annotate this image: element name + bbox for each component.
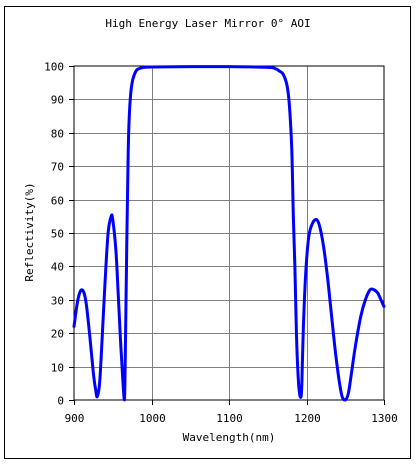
y-tick-label-10: 10	[51, 362, 64, 375]
x-axis-label: Wavelength(nm)	[183, 431, 276, 444]
y-axis-label: Reflectivity(%)	[23, 182, 36, 281]
y-tick-label-80: 80	[51, 128, 64, 141]
x-tick-label-900: 900	[65, 412, 85, 425]
x-tick-label-1000: 1000	[139, 412, 166, 425]
y-tick-label-50: 50	[51, 228, 64, 241]
y-tick-label-90: 90	[51, 94, 64, 107]
chart-title: High Energy Laser Mirror 0° AOI	[105, 17, 310, 30]
y-tick-label-40: 40	[51, 261, 64, 274]
x-tick-label-1300: 1300	[371, 412, 398, 425]
y-tick-label-70: 70	[51, 161, 64, 174]
y-tick-label-20: 20	[51, 328, 64, 341]
y-tick-label-30: 30	[51, 295, 64, 308]
y-tick-label-60: 60	[51, 195, 64, 208]
x-tick-label-1200: 1200	[294, 412, 321, 425]
y-tick-label-0: 0	[57, 395, 64, 408]
x-tick-label-1100: 1100	[216, 412, 243, 425]
y-tick-label-100: 100	[44, 61, 64, 74]
